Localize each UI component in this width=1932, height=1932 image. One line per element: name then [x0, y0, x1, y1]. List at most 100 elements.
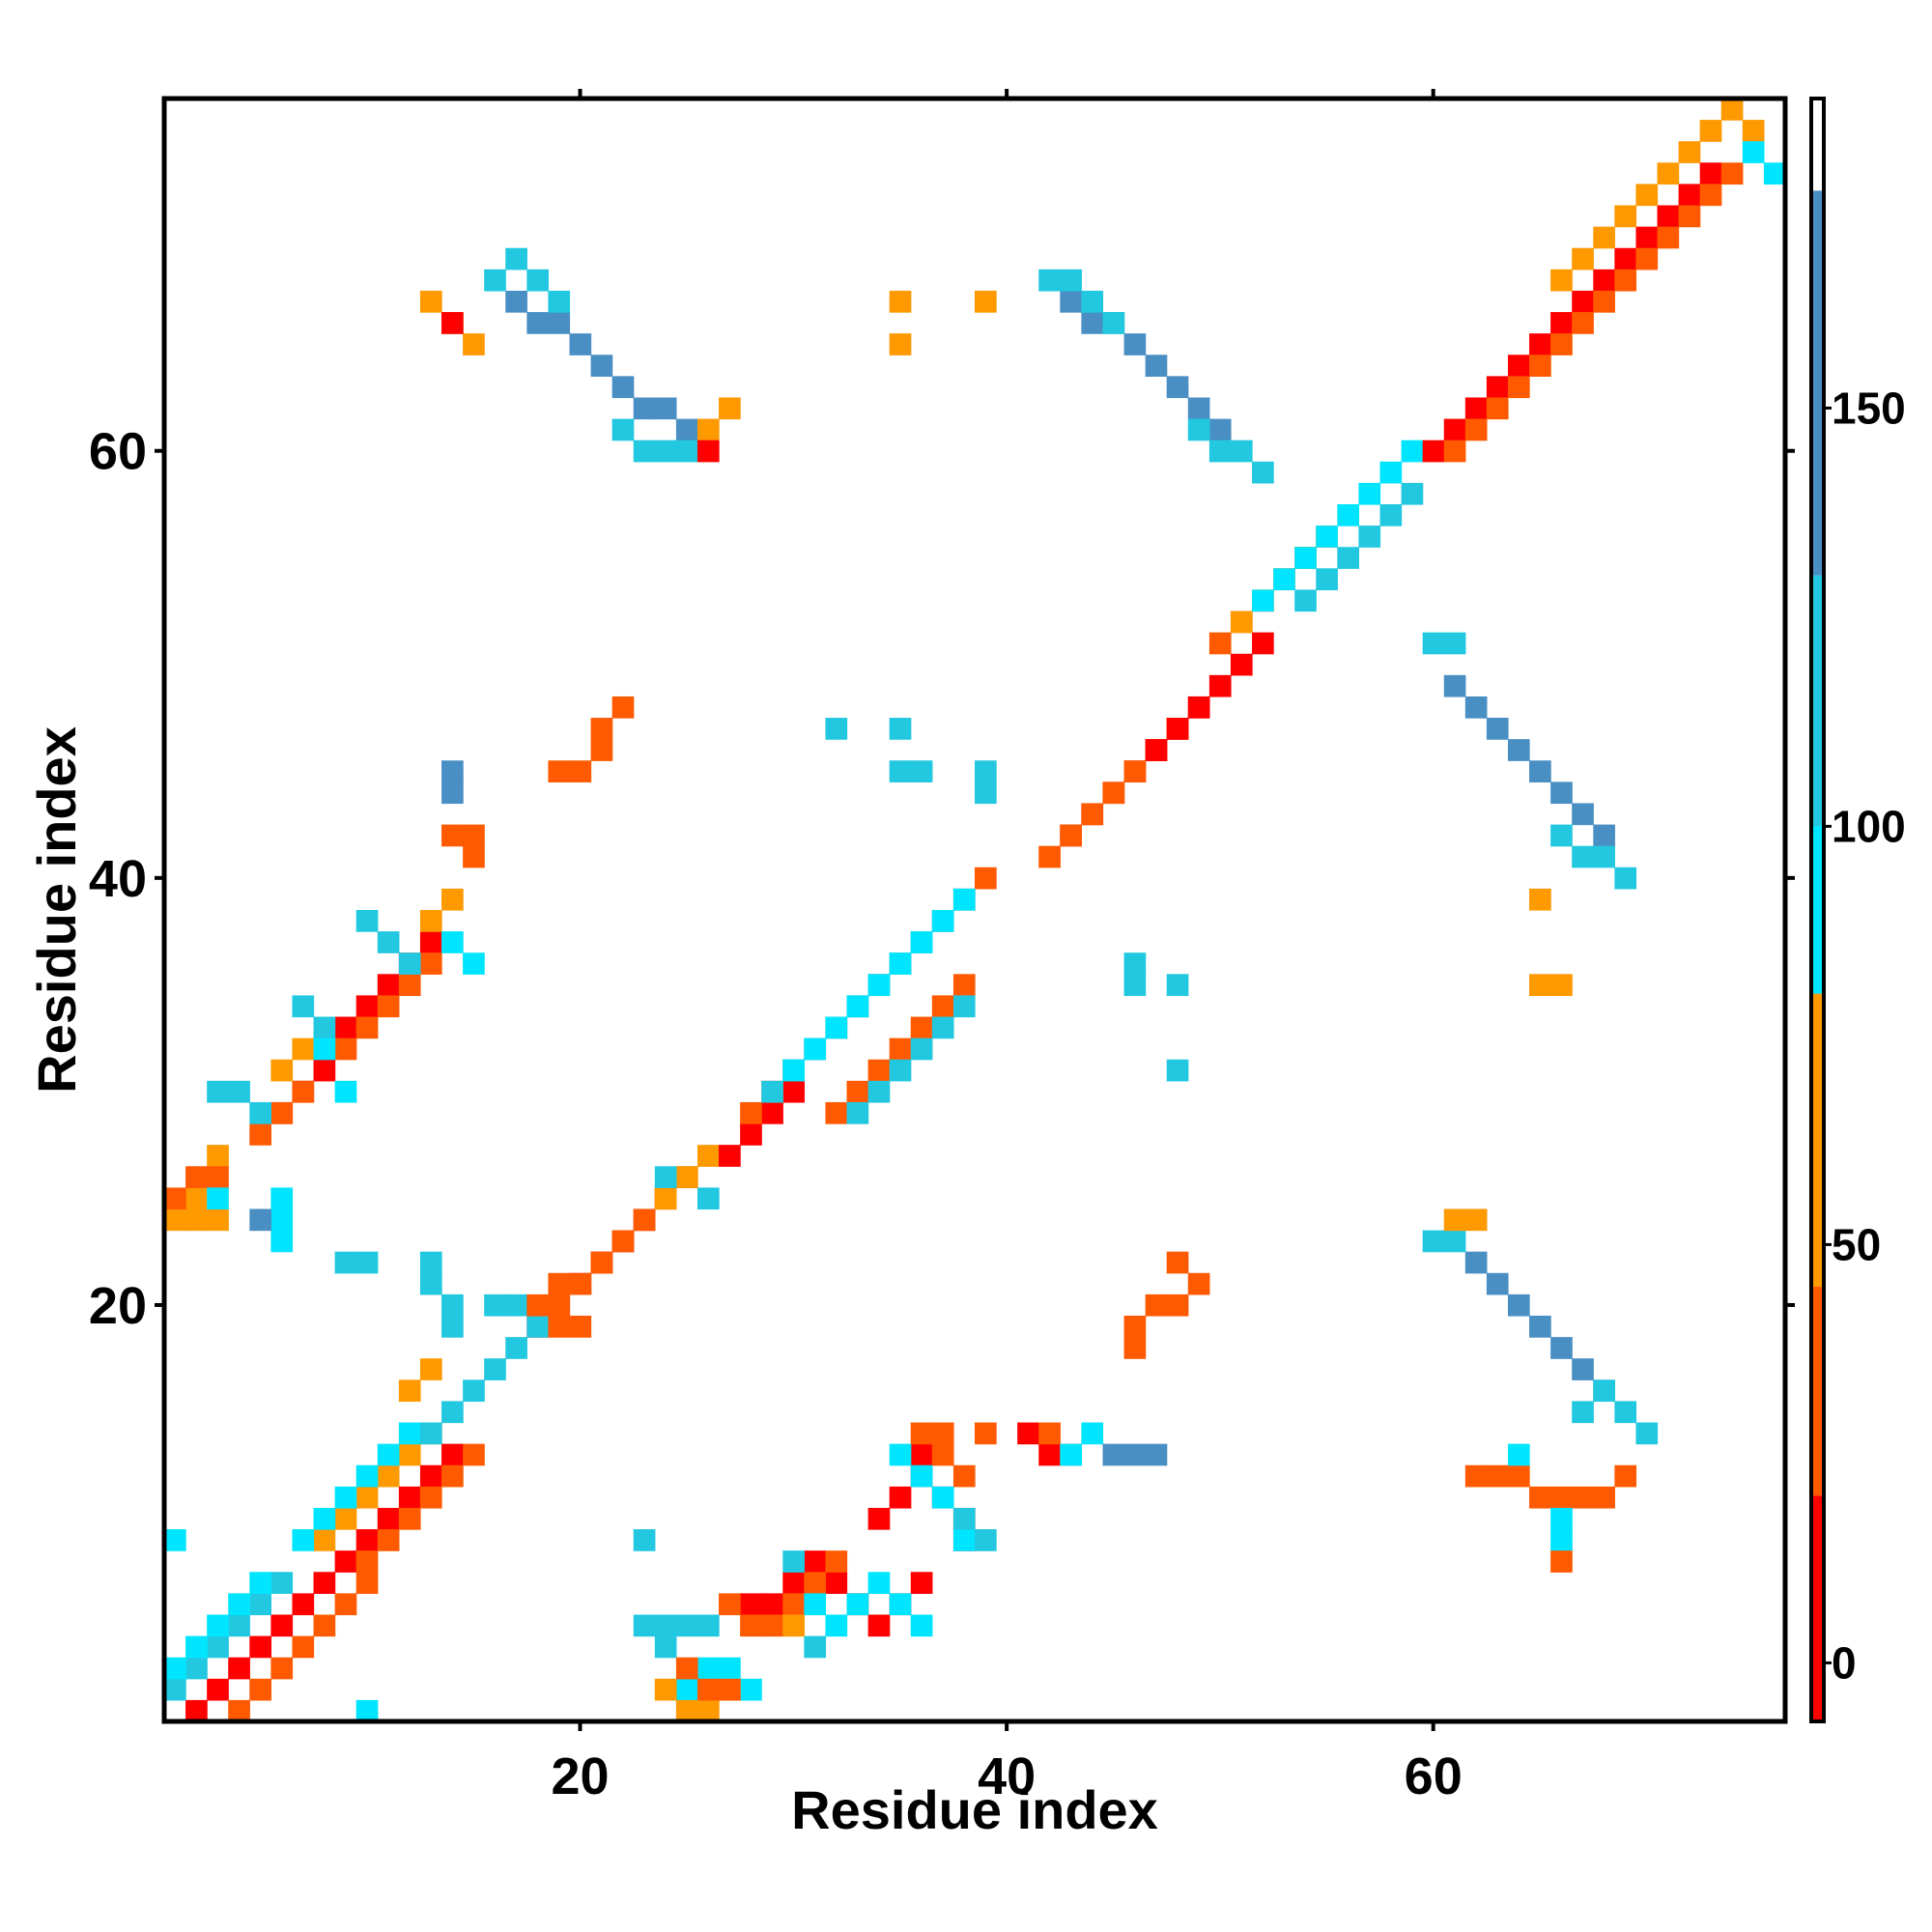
- heatmap-cell: [1060, 824, 1082, 847]
- heatmap-cell: [548, 1272, 571, 1295]
- heatmap-cell: [1529, 355, 1551, 377]
- heatmap-cell: [228, 1657, 250, 1680]
- heatmap-cell: [910, 1572, 933, 1594]
- heatmap-cell: [804, 1550, 827, 1573]
- heatmap-cell: [398, 974, 421, 997]
- heatmap-cell: [292, 1529, 315, 1551]
- heatmap-cell: [931, 1016, 954, 1039]
- heatmap-cell: [569, 1316, 592, 1338]
- heatmap-cell: [611, 696, 635, 719]
- heatmap-cell: [313, 1572, 336, 1594]
- heatmap-cell: [1742, 120, 1765, 142]
- y-tick-label: 60: [89, 423, 147, 481]
- heatmap-cell: [1593, 290, 1615, 313]
- heatmap-cell: [1379, 461, 1403, 484]
- heatmap-cell: [611, 376, 635, 399]
- heatmap-cell: [355, 1251, 379, 1274]
- heatmap-cell: [675, 1166, 698, 1188]
- heatmap-cell: [207, 1678, 229, 1701]
- heatmap-cell: [419, 1486, 442, 1509]
- heatmap-cell: [1294, 589, 1317, 612]
- colorbar-segment: [1811, 190, 1824, 576]
- heatmap-cell: [292, 1635, 315, 1659]
- heatmap-cell: [1550, 1529, 1573, 1551]
- heatmap-cell: [441, 888, 464, 911]
- heatmap-cell: [1123, 1316, 1147, 1338]
- plot-frame: [161, 96, 1788, 1724]
- heatmap-cell: [185, 1208, 208, 1232]
- heatmap-cell: [889, 333, 912, 355]
- heatmap-cell: [1102, 312, 1125, 334]
- heatmap-cell: [1464, 1251, 1488, 1274]
- heatmap-cell: [484, 1293, 506, 1317]
- heatmap-cell: [398, 1486, 421, 1509]
- heatmap-cell: [1102, 1443, 1125, 1466]
- heatmap-cell: [463, 845, 485, 868]
- heatmap-cell: [377, 931, 400, 953]
- heatmap-cell: [740, 1678, 762, 1701]
- heatmap-cell: [782, 1572, 805, 1594]
- heatmap-cell: [355, 1016, 379, 1039]
- heatmap-cell: [1699, 184, 1722, 207]
- heatmap-cell: [1486, 1464, 1509, 1488]
- heatmap-cell: [228, 1080, 250, 1103]
- heatmap-cell: [1145, 739, 1168, 761]
- heatmap-cell: [1166, 1251, 1189, 1274]
- heatmap-cell: [185, 1657, 208, 1680]
- heatmap-cell: [164, 1529, 186, 1551]
- heatmap-cell: [355, 1486, 379, 1509]
- heatmap-cell: [228, 1614, 250, 1637]
- heatmap-cell: [441, 1464, 464, 1488]
- heatmap-cell: [1572, 290, 1594, 313]
- heatmap-cell: [910, 1422, 933, 1445]
- heatmap-cell: [804, 1635, 827, 1659]
- heatmap-cell: [719, 1593, 741, 1616]
- heatmap-cell: [228, 1593, 250, 1616]
- heatmap-cell: [249, 1208, 271, 1232]
- heatmap-cell: [846, 995, 869, 1018]
- heatmap-cell: [334, 1016, 357, 1039]
- colorbar-segment: [1811, 575, 1824, 827]
- heatmap-cell: [590, 739, 613, 761]
- heatmap-cell: [1358, 482, 1381, 505]
- colorbar-segment: [1811, 1286, 1824, 1496]
- heatmap-cell: [249, 1593, 271, 1616]
- heatmap-cell: [696, 1678, 720, 1701]
- x-axis-label: Residue index: [791, 1779, 1158, 1840]
- heatmap-cell: [313, 1507, 336, 1530]
- heatmap-cell: [1422, 632, 1445, 655]
- heatmap-cell: [1038, 1422, 1061, 1445]
- heatmap-cell: [270, 1101, 294, 1124]
- x-tick-label: 60: [1405, 1747, 1463, 1805]
- heatmap-cell: [419, 931, 442, 953]
- heatmap-cell: [377, 1443, 400, 1466]
- heatmap-cell: [398, 1422, 421, 1445]
- heatmap-cell: [1401, 440, 1424, 463]
- y-tick-label: 40: [89, 850, 147, 908]
- heatmap-cell: [1614, 1464, 1637, 1488]
- heatmap-cell: [804, 1593, 827, 1616]
- heatmap-cell: [463, 952, 485, 975]
- heatmap-cell: [910, 760, 933, 782]
- heatmap-cell: [1230, 611, 1253, 634]
- heatmap-cell: [355, 1550, 379, 1573]
- heatmap-cell: [889, 1593, 912, 1616]
- heatmap-cell: [1316, 526, 1338, 548]
- heatmap-cell: [441, 1443, 464, 1466]
- heatmap-cell: [1123, 1443, 1147, 1466]
- heatmap-cell: [910, 1037, 933, 1061]
- colorbar-segment: [1811, 1495, 1824, 1721]
- heatmap-cell: [696, 1187, 720, 1210]
- heatmap-cell: [867, 974, 891, 997]
- heatmap-cell: [441, 1316, 464, 1338]
- heatmap-cell: [740, 1593, 762, 1616]
- heatmap-cell: [719, 1145, 741, 1167]
- heatmap-cell: [398, 952, 421, 975]
- heatmap-cell: [249, 1635, 271, 1659]
- heatmap-cell: [867, 1507, 891, 1530]
- heatmap-cell: [1550, 1550, 1573, 1573]
- heatmap-cell: [1572, 803, 1594, 826]
- heatmap-cell: [1358, 526, 1381, 548]
- heatmap-cell: [761, 1080, 783, 1103]
- heatmap-cell: [654, 397, 677, 420]
